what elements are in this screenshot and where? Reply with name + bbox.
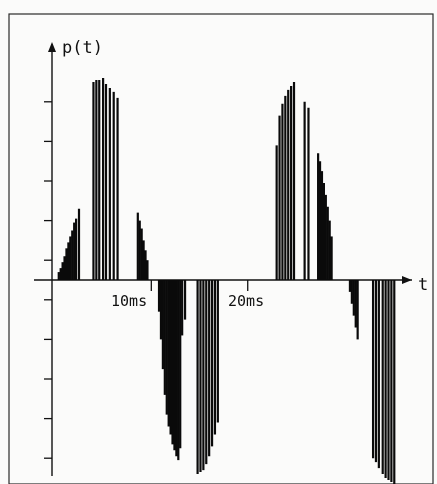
y-tick-marks — [44, 101, 52, 459]
x-tick-label-20ms: 20ms — [228, 292, 264, 310]
x-axis-label: t — [418, 275, 428, 295]
y-axis-arrow — [48, 42, 56, 52]
figure-frame — [8, 13, 434, 484]
x-tick-label-10ms: 10ms — [111, 292, 147, 310]
y-axis-label: p(t) — [62, 38, 103, 58]
x-axis-arrow — [402, 276, 412, 284]
x-tick-marks — [150, 280, 249, 291]
pulse-bars — [57, 78, 396, 484]
